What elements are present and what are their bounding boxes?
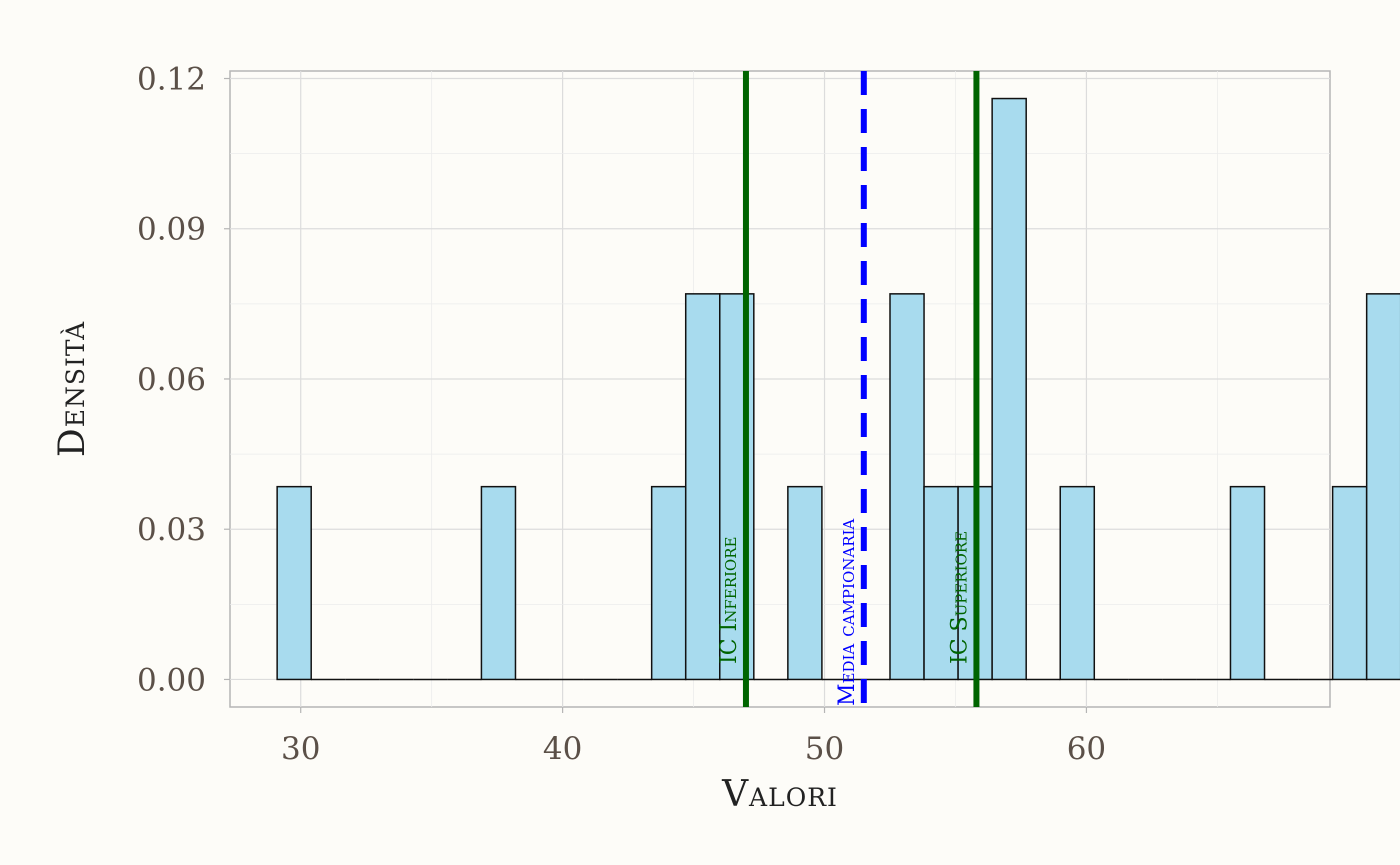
x-tick-label: 60 [1067,731,1106,767]
x-axis-title: Valori [721,774,838,815]
histogram-bar [923,485,959,681]
reference-line-label: IC Inferiore [717,537,742,664]
bars [276,97,1400,681]
y-axis-title: Densità [52,321,93,457]
reference-line-label: Media campionaria [835,519,860,706]
y-tick-label: 0.09 [137,212,206,248]
histogram-bar [1229,485,1266,681]
histogram-bar [1365,293,1400,681]
y-tick-label: 0.12 [137,62,206,98]
x-tick-label: 40 [543,731,582,767]
x-axis-ticks: 30 40 50 60 [281,707,1106,767]
x-tick-label: 30 [281,731,320,767]
histogram-bar [1059,485,1096,681]
plot-panel [229,70,1331,708]
histogram-bar [991,97,1027,681]
grid [230,71,1330,707]
histogram-bar [480,485,517,681]
y-axis-ticks: 0.00 0.03 0.06 0.09 0.12 [137,62,230,698]
reference-line-label: IC Superiore [947,531,972,664]
histogram-bar [889,293,925,681]
histogram-bar [684,293,721,681]
histogram-bar [1331,485,1368,681]
y-tick-label: 0.00 [137,662,206,698]
histogram-bar [787,485,823,681]
histogram-bar [650,485,687,681]
histogram-bar [276,485,312,681]
y-tick-label: 0.03 [137,512,206,548]
y-tick-label: 0.06 [137,362,206,398]
x-tick-label: 50 [805,731,844,767]
reference-lines: IC Inferiore Media campionaria IC Superior… [717,71,980,707]
